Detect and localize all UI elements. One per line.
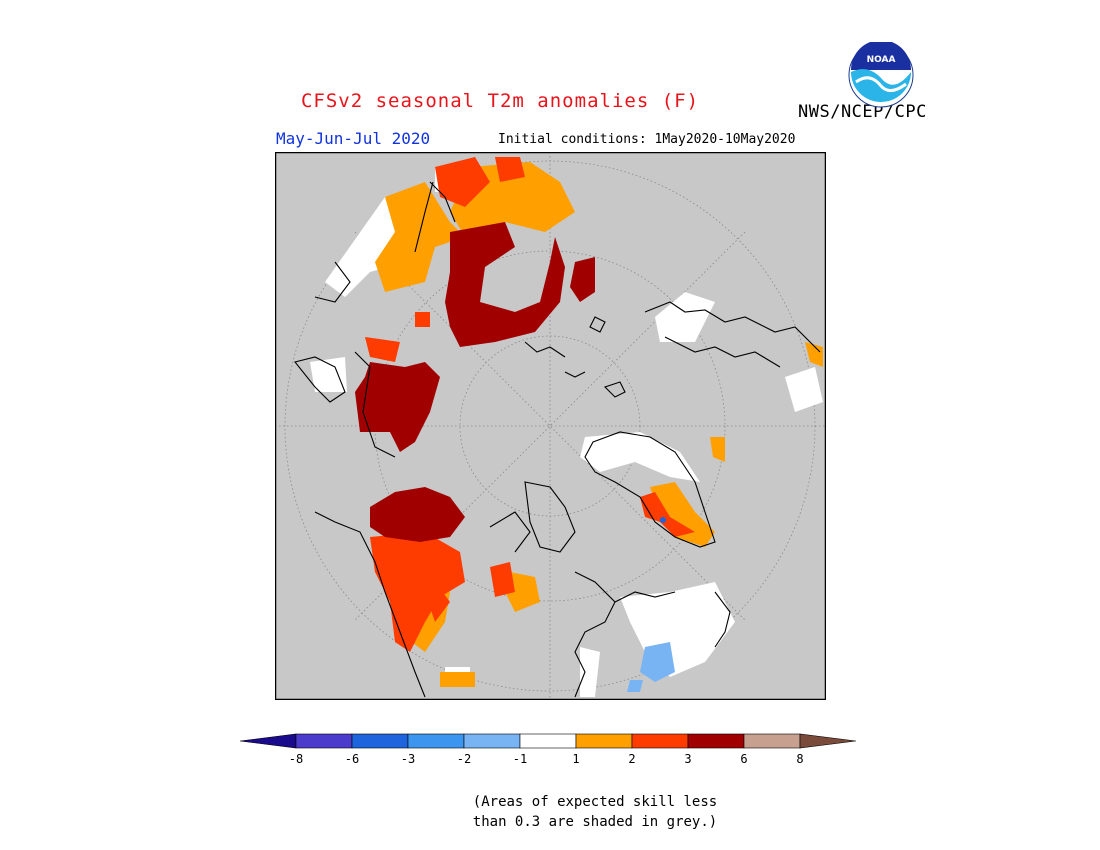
colorbar-bin — [407, 733, 465, 749]
colorbar-high-extension — [799, 733, 857, 749]
logo-text: NOAA — [867, 55, 896, 65]
colorbar-bin — [631, 733, 689, 749]
colorbar-tick-label: -8 — [289, 752, 303, 766]
colorbar: -8 -6 -3 -2 -1 1 2 3 6 8 — [239, 733, 857, 766]
colorbar-tick-label: 3 — [684, 752, 691, 766]
anomaly-neg1to2-regions — [627, 642, 675, 692]
colorbar-bin — [687, 733, 745, 749]
noaa-logo: NOAA — [848, 42, 914, 108]
colorbar-bin — [351, 733, 409, 749]
colorbar-low-extension — [239, 733, 297, 749]
colorbar-tick-label: -1 — [513, 752, 527, 766]
anomaly-2to3-regions — [365, 157, 695, 652]
colorbar-bin — [743, 733, 801, 749]
colorbar-bin — [575, 733, 633, 749]
colorbar-tick-label: 2 — [628, 752, 635, 766]
skill-note-line1: (Areas of expected skill less — [472, 794, 718, 810]
graticule — [275, 152, 826, 700]
colorbar-tick-label: -2 — [457, 752, 471, 766]
colorbar-bin — [519, 733, 577, 749]
season-label: May-Jun-Jul 2020 — [276, 129, 431, 148]
colorbar-tick-label: -3 — [401, 752, 415, 766]
anomaly-cold-dot — [660, 517, 666, 523]
coastlines — [294, 181, 821, 698]
initial-conditions-label: Initial conditions: 1May2020-10May2020 — [498, 132, 796, 147]
anomaly-3to6-regions — [355, 222, 595, 542]
colorbar-tick-label: 6 — [740, 752, 747, 766]
map-frame — [275, 152, 826, 700]
polar-map — [275, 152, 826, 700]
anomaly-1to2-regions — [375, 162, 823, 687]
colorbar-tick-label: 8 — [796, 752, 803, 766]
colorbar-tick-label: -6 — [345, 752, 359, 766]
map-title: CFSv2 seasonal T2m anomalies (F) — [300, 90, 700, 112]
skill-note: (Areas of expected skill less than 0.3 a… — [460, 792, 730, 832]
colorbar-bin — [463, 733, 521, 749]
colorbar-bin — [295, 733, 353, 749]
colorbar-tick-label: 1 — [572, 752, 579, 766]
skill-note-line2: than 0.3 are shaded in grey.) — [472, 814, 718, 830]
agency-label: NWS/NCEP/CPC — [798, 102, 927, 122]
